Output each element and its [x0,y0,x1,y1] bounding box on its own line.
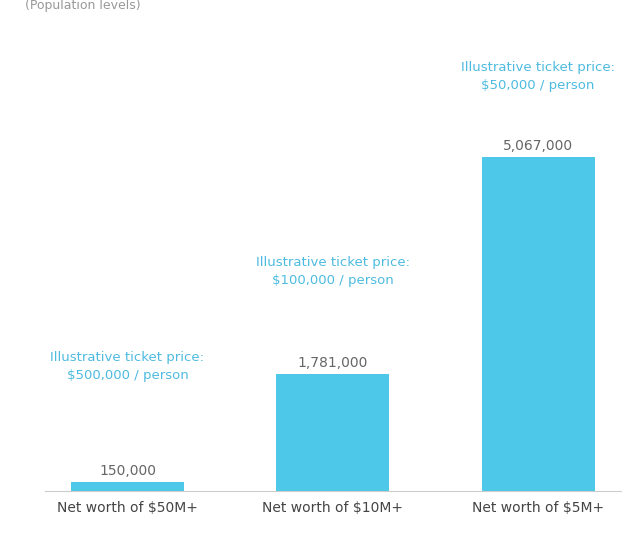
Bar [71,482,184,491]
Text: Illustrative ticket price:
$100,000 / person: Illustrative ticket price: $100,000 / pe… [256,256,410,287]
Bar [276,374,389,491]
Text: 5,067,000: 5,067,000 [503,139,573,153]
Text: 150,000: 150,000 [99,464,156,478]
Text: (Population levels): (Population levels) [25,0,140,11]
Text: Illustrative ticket price:
$50,000 / person: Illustrative ticket price: $50,000 / per… [461,61,615,92]
Text: Illustrative ticket price:
$500,000 / person: Illustrative ticket price: $500,000 / pe… [51,351,204,382]
Text: 1,781,000: 1,781,000 [298,356,368,370]
Bar [482,157,595,491]
